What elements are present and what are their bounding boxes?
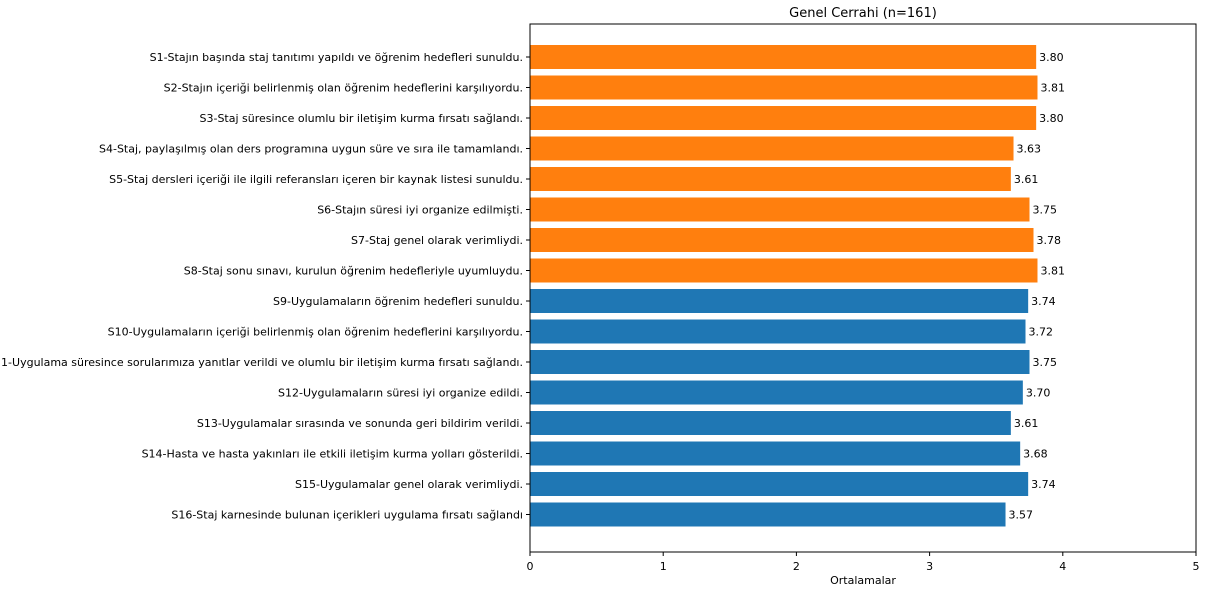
bar-s4 (530, 136, 1014, 161)
value-label-s16: 3.57 (1009, 509, 1033, 522)
bar-s13 (530, 411, 1011, 435)
x-tick-label: 2 (793, 560, 800, 573)
category-label-s11: S11-Uygulama süresince sorularımıza yanı… (0, 356, 523, 369)
value-label-s12: 3.70 (1026, 387, 1051, 400)
bar-s8 (530, 258, 1038, 283)
value-label-s13: 3.61 (1014, 417, 1039, 430)
x-tick-label: 3 (926, 560, 933, 573)
value-label-s6: 3.75 (1033, 204, 1058, 217)
bar-s5 (530, 167, 1011, 191)
category-label-s8: S8-Staj sonu sınavı, kurulun öğrenim hed… (184, 265, 523, 278)
value-label-s3: 3.80 (1039, 112, 1064, 125)
value-label-s9: 3.74 (1031, 295, 1056, 308)
value-label-s4: 3.63 (1017, 143, 1042, 156)
category-label-s3: S3-Staj süresince olumlu bir iletişim ku… (200, 112, 524, 125)
value-label-s14: 3.68 (1023, 448, 1048, 461)
bar-s3 (530, 106, 1037, 130)
bar-s15 (530, 472, 1029, 496)
value-label-s2: 3.81 (1040, 82, 1065, 95)
bar-s10 (530, 319, 1026, 344)
bar-s11 (530, 350, 1030, 374)
value-label-s11: 3.75 (1033, 356, 1058, 369)
category-label-s7: S7-Staj genel olarak verimliydi. (351, 234, 523, 247)
category-label-s12: S12-Uygulamaların süresi iyi organize ed… (278, 387, 523, 400)
x-tick-label: 4 (1059, 560, 1066, 573)
category-label-s14: S14-Hasta ve hasta yakınları ile etkili … (142, 448, 523, 461)
category-label-s2: S2-Stajın içeriği belirlenmiş olan öğren… (164, 82, 523, 95)
category-label-s6: S6-Stajın süresi iyi organize edilmişti. (317, 204, 523, 217)
value-label-s15: 3.74 (1031, 478, 1056, 491)
x-tick-label: 5 (1193, 560, 1200, 573)
chart-title: Genel Cerrahi (n=161) (789, 6, 937, 21)
category-label-s9: S9-Uygulamaların öğrenim hedefleri sunul… (273, 295, 523, 308)
bar-s12 (530, 380, 1023, 405)
value-label-s1: 3.80 (1039, 51, 1064, 64)
value-label-s5: 3.61 (1014, 173, 1039, 186)
value-labels: 3.80 3.81 3.80 3.63 3.61 3.75 3.78 3.81 3.74 3.72… (1009, 51, 1065, 522)
category-label-s13: S13-Uygulamalar sırasında ve sonunda ger… (197, 417, 523, 430)
bar-s7 (530, 228, 1034, 252)
category-label-s5: S5-Staj dersleri içeriği ile ilgili refe… (109, 173, 523, 186)
bar-s6 (530, 197, 1030, 222)
bar-s1 (530, 45, 1037, 69)
category-labels: S1-Stajın başında staj tanıtımı yapıldı … (0, 51, 530, 522)
value-label-s8: 3.81 (1040, 265, 1065, 278)
value-label-s10: 3.72 (1029, 326, 1054, 339)
bar-s2 (530, 75, 1038, 100)
category-label-s4: S4-Staj, paylaşılmış olan ders programın… (99, 143, 523, 156)
bar-s14 (530, 441, 1021, 466)
value-label-s7: 3.78 (1036, 234, 1061, 247)
bars-layer (530, 45, 1038, 527)
category-label-s1: S1-Stajın başında staj tanıtımı yapıldı … (150, 51, 523, 64)
x-axis: 0 1 2 3 4 5 (527, 552, 1200, 573)
x-tick-label: 1 (660, 560, 667, 573)
category-label-s16: S16-Staj karnesinde bulunan içerikleri u… (171, 509, 523, 522)
category-label-s10: S10-Uygulamaların içeriği belirlenmiş ol… (108, 326, 523, 339)
bar-s16 (530, 502, 1006, 527)
x-axis-title: Ortalamalar (830, 574, 896, 587)
x-tick-label: 0 (527, 560, 534, 573)
plot-frame (529, 23, 1197, 553)
bar-s9 (530, 289, 1029, 313)
category-label-s15: S15-Uygulamalar genel olarak verimliydi. (295, 478, 523, 491)
